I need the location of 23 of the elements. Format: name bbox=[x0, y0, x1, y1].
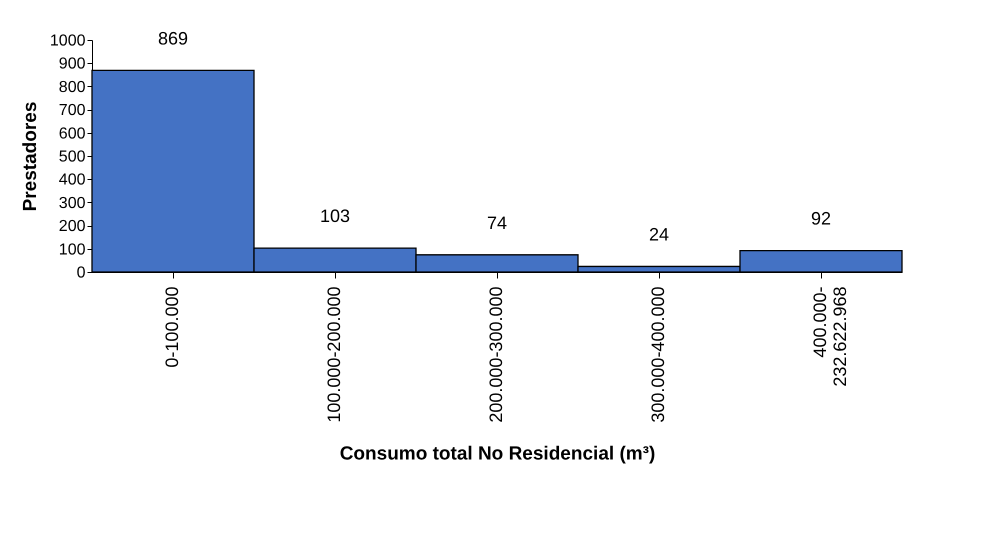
y-axis-title: Prestadores bbox=[20, 102, 41, 212]
y-tick-label: 800 bbox=[58, 78, 86, 96]
y-tick-label: 700 bbox=[58, 102, 86, 120]
y-tick-label: 300 bbox=[58, 194, 86, 212]
y-tick-label: 400 bbox=[58, 172, 86, 189]
x-tick-label: 0-100.000 bbox=[162, 286, 182, 368]
x-tick-label: 100.000-200.000 bbox=[324, 286, 344, 423]
y-tick-label: 200 bbox=[58, 218, 86, 236]
data-label: 92 bbox=[810, 208, 832, 229]
y-tick-label: 500 bbox=[58, 148, 86, 166]
data-label: 24 bbox=[648, 224, 670, 244]
data-label: 103 bbox=[320, 206, 350, 226]
data-label: 869 bbox=[158, 28, 188, 48]
y-tick-label: 100 bbox=[58, 241, 86, 258]
y-tick-label: 900 bbox=[58, 56, 86, 73]
x-tick-label: 400.000-232.622.968 bbox=[810, 286, 850, 387]
data-label: 74 bbox=[486, 212, 508, 233]
x-tick-label: 300.000-400.000 bbox=[648, 286, 668, 423]
x-axis-title: Consumo total No Residencial (m³) bbox=[340, 444, 656, 465]
x-tick-label: 200.000-300.000 bbox=[486, 286, 506, 423]
y-tick-label: 600 bbox=[58, 125, 86, 142]
y-tick-label: 0 bbox=[76, 264, 86, 282]
y-tick-label: 1000 bbox=[50, 32, 86, 50]
